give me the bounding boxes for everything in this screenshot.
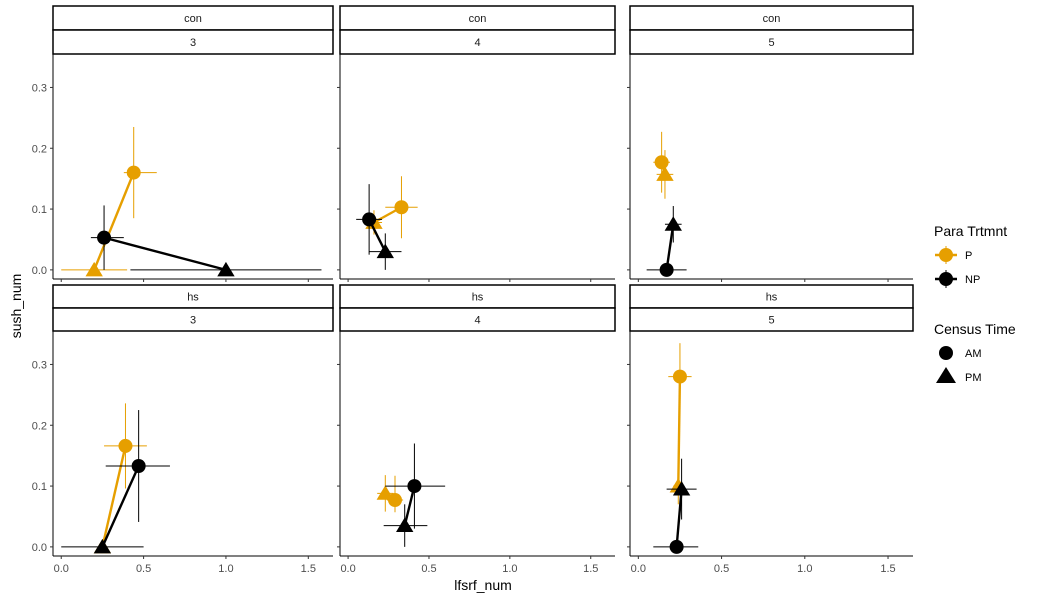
- strip-week: [629, 307, 914, 332]
- legend-key-point-P: [939, 248, 953, 262]
- panel-hs-5: hs 5 0.0 0.5 1.0 1.5: [627, 284, 914, 575]
- strip-week: [52, 307, 334, 332]
- x-tick-label: 1.0: [797, 563, 812, 575]
- strip-week-label: 4: [474, 37, 480, 49]
- point-NP-PM: [396, 517, 414, 533]
- series-P: [653, 131, 674, 199]
- path-line-NP: [665, 224, 675, 271]
- legend-key-point-NP: [939, 272, 953, 286]
- strip-treatment-label: hs: [472, 292, 484, 304]
- strip-treatment: [52, 5, 334, 31]
- path-line-NP: [101, 465, 140, 548]
- y-tick-label: 0.1: [32, 481, 47, 493]
- legend-label-NP: NP: [965, 274, 980, 286]
- point-NP-AM: [131, 459, 146, 473]
- x-tick-label: 1.0: [502, 563, 517, 575]
- legend-title-census-time: Census Time: [934, 321, 1016, 337]
- point-NP-AM: [407, 479, 422, 494]
- x-tick-label: 1.5: [301, 563, 316, 575]
- legend-key-pm: [936, 367, 956, 383]
- legend: Para Trtmnt P NP Census Time AM PM: [934, 223, 1016, 384]
- legend-label-P: P: [965, 250, 972, 262]
- strip-week-label: 5: [768, 315, 774, 327]
- y-tick-label: 0.3: [32, 82, 47, 94]
- x-tick-label: 0.0: [631, 563, 646, 575]
- x-tick-label: 1.5: [880, 563, 895, 575]
- x-tick-label: 0.5: [421, 563, 436, 575]
- strip-treatment-label: con: [184, 13, 202, 25]
- strip-week: [339, 29, 616, 55]
- point-P-AM: [672, 369, 687, 384]
- panel-con-3: con 3 0.0 0.1 0.2 0.3: [32, 5, 334, 282]
- path-line-NP: [675, 489, 683, 547]
- strip-week: [629, 29, 914, 55]
- legend-label-pm: PM: [965, 372, 982, 384]
- x-tick-label: 0.5: [714, 563, 729, 575]
- strip-treatment: [339, 5, 616, 31]
- strip-week-label: 3: [190, 315, 196, 327]
- panel-hs-3: hs 3 0.0 0.1 0.2 0.3 0.0 0.5 1.0 1.5: [32, 284, 334, 575]
- strip-treatment-label: con: [763, 13, 781, 25]
- point-P-AM: [118, 438, 133, 453]
- path-line-P: [93, 172, 135, 271]
- series-NP: [356, 184, 402, 270]
- y-tick-label: 0.1: [32, 204, 47, 216]
- point-NP-AM: [669, 539, 684, 554]
- y-tick-label: 0.2: [32, 143, 47, 155]
- series-NP: [653, 458, 699, 554]
- point-NP-AM: [659, 262, 674, 277]
- strip-treatment-label: con: [469, 13, 487, 25]
- series-NP: [646, 206, 687, 277]
- x-axis-title: lfsrf_num: [454, 577, 512, 593]
- x-tick-label: 0.0: [54, 563, 69, 575]
- strip-treatment: [629, 5, 914, 31]
- series-NP: [61, 410, 170, 554]
- strip-week-label: 5: [768, 37, 774, 49]
- point-P-PM: [85, 261, 103, 277]
- series-P: [376, 475, 404, 513]
- strip-treatment-label: hs: [766, 292, 778, 304]
- legend-title-para-trtmnt: Para Trtmnt: [934, 223, 1007, 239]
- path-line-NP: [103, 236, 227, 272]
- point-NP-PM: [664, 216, 682, 231]
- y-tick-label: 0.3: [32, 359, 47, 371]
- point-P-AM: [654, 155, 669, 170]
- series-P: [668, 343, 692, 505]
- legend-key-am: [939, 346, 953, 360]
- panel-con-4: con 4: [337, 5, 616, 282]
- series-NP: [90, 205, 322, 277]
- strip-week-label: 4: [474, 315, 480, 327]
- point-P-PM: [656, 166, 674, 181]
- y-axis-title: sush_num: [8, 274, 24, 339]
- series-P: [61, 126, 157, 277]
- point-NP-PM: [672, 481, 691, 496]
- point-NP-PM: [217, 261, 235, 277]
- point-P-AM: [126, 165, 141, 180]
- point-NP-PM: [93, 538, 112, 554]
- x-tick-label: 0.0: [340, 563, 355, 575]
- panel-con-5: con 5: [627, 5, 914, 282]
- strip-week: [339, 307, 616, 332]
- legend-label-am: AM: [965, 348, 982, 360]
- point-NP-PM: [376, 243, 394, 259]
- path-line-P: [101, 445, 127, 548]
- strip-week-label: 3: [190, 37, 196, 49]
- panel-hs-4: hs 4 0.0 0.5 1.0 1.5: [337, 284, 616, 575]
- strip-week: [52, 29, 334, 55]
- strip-treatment-label: hs: [187, 292, 199, 304]
- series-NP: [383, 443, 446, 547]
- y-tick-label: 0.0: [32, 265, 47, 277]
- y-tick-label: 0.2: [32, 420, 47, 432]
- point-P-AM: [394, 200, 409, 215]
- x-tick-label: 1.0: [218, 563, 233, 575]
- x-tick-label: 0.5: [136, 563, 151, 575]
- point-NP-AM: [362, 212, 377, 227]
- point-P-PM: [376, 485, 394, 500]
- point-NP-AM: [97, 230, 112, 245]
- x-tick-label: 1.5: [583, 563, 598, 575]
- y-tick-label: 0.0: [32, 542, 47, 554]
